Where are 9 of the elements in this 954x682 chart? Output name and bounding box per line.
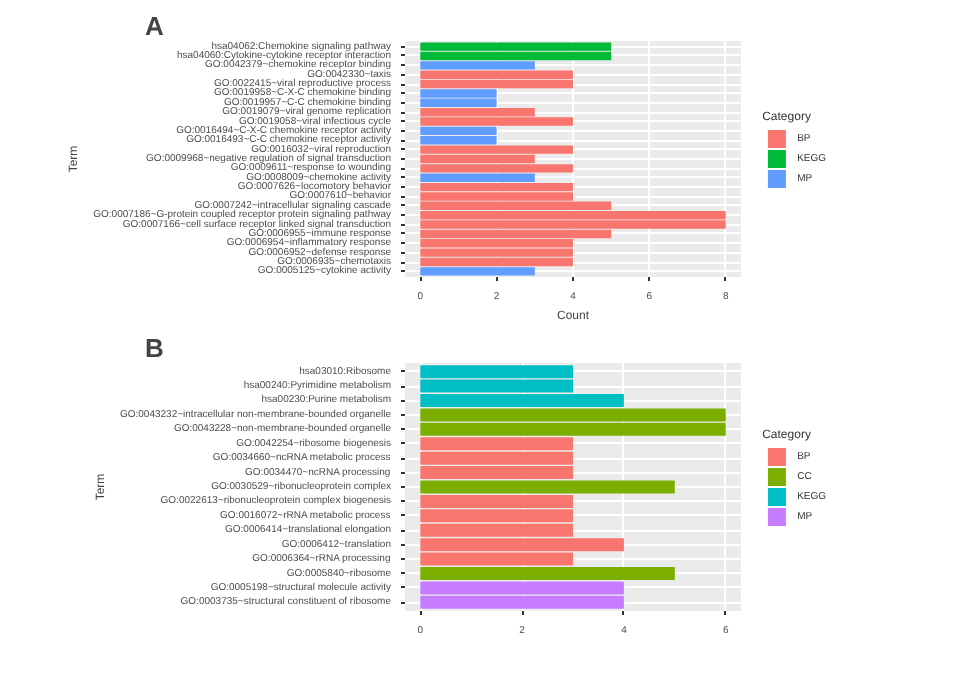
bar <box>420 173 535 182</box>
text: A <box>145 11 165 41</box>
bar <box>420 126 497 136</box>
bar <box>420 267 535 276</box>
bar <box>420 79 573 89</box>
bar <box>420 567 675 580</box>
bar <box>420 61 535 70</box>
bar <box>420 480 675 494</box>
text: B <box>145 333 164 363</box>
